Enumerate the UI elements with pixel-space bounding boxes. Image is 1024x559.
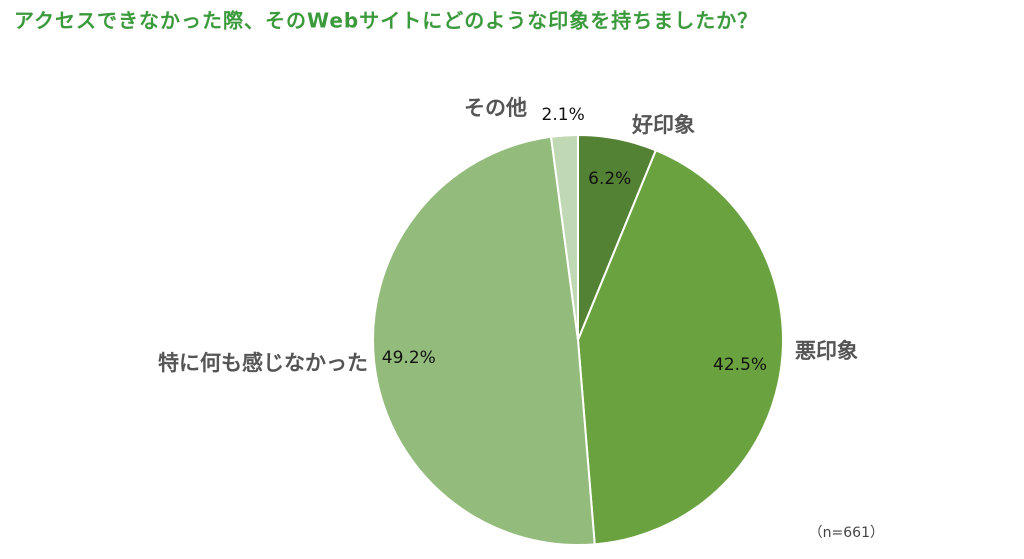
- category-label: 特に何も感じなかった: [158, 351, 368, 375]
- category-label: 悪印象: [795, 339, 858, 363]
- category-label: その他: [464, 96, 527, 120]
- pie-slice: [549, 133, 579, 341]
- category-label: 好印象: [631, 113, 695, 137]
- chart-title: アクセスできなかった際、そのWebサイトにどのような印象を持ちましたか？: [14, 9, 758, 33]
- data-label: 42.5%: [713, 355, 767, 375]
- sample-note: （n=661）: [809, 525, 884, 541]
- data-label: 6.2%: [588, 169, 631, 189]
- data-label: 2.1%: [542, 105, 585, 125]
- data-label: 49.2%: [382, 348, 436, 368]
- pie-slice: [371, 135, 596, 546]
- pie-slice: [576, 149, 784, 546]
